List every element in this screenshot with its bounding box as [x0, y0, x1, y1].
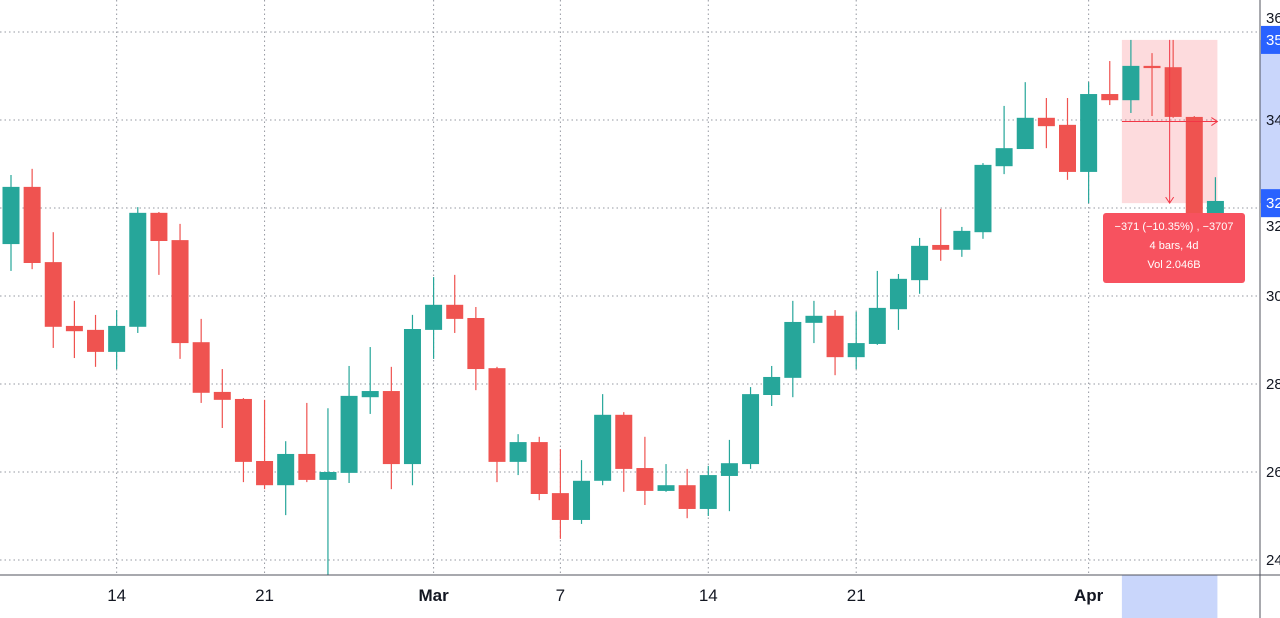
time-axis-label: 14	[699, 586, 718, 605]
candle-body	[1185, 116, 1203, 226]
candle-body	[742, 394, 760, 465]
candle-body	[530, 442, 548, 494]
time-axis-label: Apr	[1074, 586, 1104, 605]
candle-body	[171, 240, 189, 344]
candle-body	[129, 212, 147, 327]
arrow-right-icon	[1211, 117, 1219, 126]
candle-body	[805, 315, 823, 323]
candle-body	[615, 414, 633, 469]
candle-body	[594, 414, 612, 481]
candle-body	[23, 186, 41, 263]
candle-body	[403, 329, 421, 465]
candle-body	[44, 262, 62, 327]
candle-body	[446, 304, 464, 319]
time-axis-label: 14	[107, 586, 126, 605]
candle-body	[1016, 117, 1034, 150]
candle-body	[1080, 94, 1098, 172]
arrow-down-icon	[1165, 196, 1175, 205]
candle-body	[1164, 67, 1182, 117]
measurement-tooltip: −371 (−10.35%) , −3707 4 bars, 4d Vol 2.…	[1103, 213, 1245, 283]
price-axis-label: 3600	[1266, 10, 1280, 27]
measurement-volume: Vol 2.046B	[1147, 259, 1201, 271]
candle-body	[1122, 65, 1140, 101]
candle-body	[319, 472, 337, 480]
candle-body	[932, 244, 950, 250]
candle-body	[974, 164, 992, 233]
time-axis-label: Mar	[418, 586, 449, 605]
price-axis-label: 3200	[1266, 218, 1280, 235]
candle-body	[911, 245, 929, 281]
price-axis-label: 2600	[1266, 464, 1280, 481]
candle-body	[509, 442, 527, 462]
measurement-change: −371 (−10.35%) , −3707	[1114, 221, 1234, 233]
candle-body	[1059, 124, 1076, 172]
price-axis[interactable]: 3600 3400 3200 3000 2800 2600 2400 3582 3211	[1259, 0, 1280, 618]
price-axis-marker	[1261, 189, 1280, 218]
candle-body	[847, 343, 865, 358]
candle-body	[467, 318, 485, 370]
time-axis-label: 21	[255, 586, 274, 605]
candle-body	[953, 230, 971, 250]
time-axis[interactable]: 14 21 Mar 7 14 21 Apr	[0, 574, 1280, 618]
candle-body	[784, 321, 802, 378]
price-axis-label: 2400	[1266, 552, 1280, 569]
candle-body	[573, 480, 591, 520]
candle-body	[868, 307, 886, 344]
price-axis-label: 3000	[1266, 288, 1280, 305]
candle-body	[298, 453, 316, 480]
candle-body	[213, 391, 231, 400]
candle-body	[2, 186, 20, 245]
candle-body	[889, 278, 907, 310]
candle-body	[678, 485, 696, 509]
candle-body	[1037, 117, 1055, 127]
candle-body	[488, 368, 506, 462]
candle-body	[657, 485, 675, 491]
candle-body	[699, 475, 717, 509]
candle-body	[551, 493, 569, 520]
candle-body	[192, 342, 210, 393]
time-axis-label: 7	[556, 586, 565, 605]
price-axis-marker	[1261, 25, 1280, 54]
candle-body	[995, 148, 1013, 167]
candle-body	[1143, 65, 1161, 69]
price-axis-range-highlight	[1260, 39, 1280, 204]
candle-body	[256, 461, 274, 486]
candle-body	[763, 376, 781, 395]
grid	[0, 0, 1260, 575]
candle-body	[826, 315, 844, 358]
time-axis-range-highlight	[1121, 575, 1218, 618]
candle-body	[234, 398, 252, 462]
price-axis-label: 2800	[1266, 376, 1280, 393]
candle-body	[65, 325, 83, 332]
candle-body	[277, 453, 295, 486]
measurement-arrows	[1121, 39, 1219, 205]
time-axis-label: 21	[847, 586, 866, 605]
price-axis-label: 3400	[1266, 112, 1280, 129]
candle-body	[382, 391, 400, 465]
candle-body	[87, 329, 105, 352]
candle-body	[425, 304, 443, 330]
candle-body	[636, 468, 654, 491]
price-axis-marker-label: 3582	[1266, 32, 1280, 49]
price-axis-marker-label: 3211	[1266, 195, 1280, 212]
measurement-bars: 4 bars, 4d	[1149, 240, 1199, 252]
candle-body	[150, 212, 168, 241]
candle-body	[1101, 94, 1119, 101]
candle-body	[340, 395, 358, 473]
candle-body	[720, 463, 738, 476]
candle-body	[108, 325, 126, 352]
candle-body	[361, 391, 379, 398]
candles	[2, 39, 1224, 575]
